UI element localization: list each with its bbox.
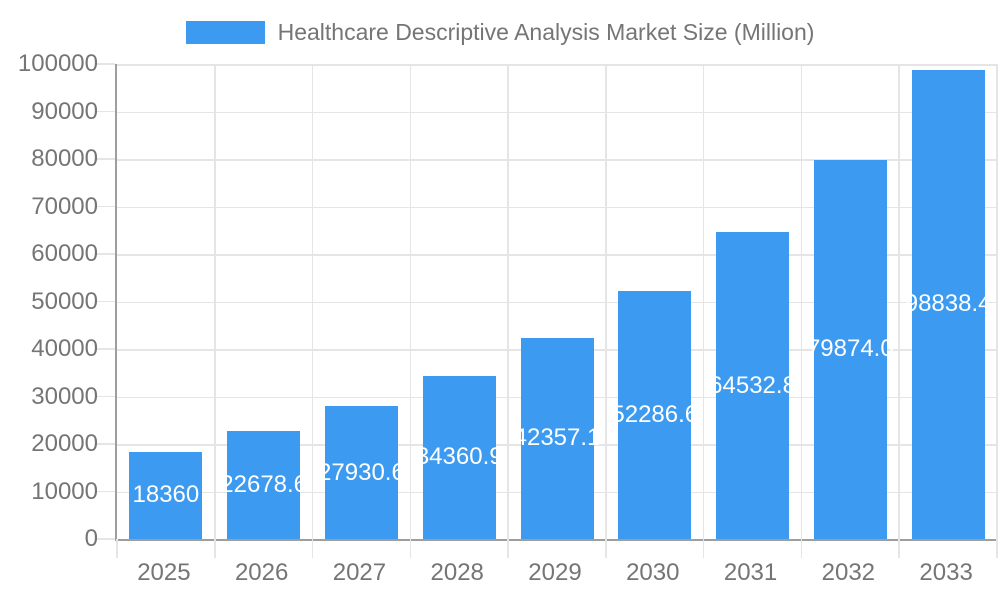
- gridline-horizontal: [117, 301, 997, 303]
- gridline-horizontal: [117, 254, 997, 256]
- y-axis-tick: [96, 300, 115, 303]
- bar-2032[interactable]: 79874.0: [807, 159, 894, 539]
- y-axis-tick: [96, 253, 115, 255]
- y-axis-tick-label: 80000: [31, 145, 98, 172]
- y-axis-tick-label: 30000: [31, 382, 98, 410]
- gridline-vertical: [507, 64, 509, 539]
- y-axis-tick: [96, 158, 115, 160]
- x-axis-tick: [311, 539, 314, 558]
- y-axis-tick: [96, 395, 115, 398]
- x-axis-tick-label: 2033: [919, 559, 973, 586]
- y-axis-tick: [96, 63, 115, 65]
- y-axis-tick: [96, 205, 115, 208]
- bar-2030[interactable]: 52286.6: [611, 290, 698, 539]
- y-axis-tick: [96, 348, 115, 350]
- bar-value-label: 34360.9: [415, 443, 503, 471]
- x-axis-tick-label: 2032: [821, 559, 876, 586]
- gridline-vertical: [605, 64, 607, 539]
- bar-2029[interactable]: 42357.1: [514, 337, 600, 539]
- bar-2025[interactable]: 18360: [129, 451, 203, 539]
- x-axis-tick: [702, 539, 705, 558]
- y-axis-tick-label: 70000: [31, 192, 98, 220]
- x-axis-tick-label: 2029: [528, 559, 582, 586]
- x-axis-tick: [605, 539, 607, 558]
- x-axis-tick-label: 2027: [332, 559, 387, 586]
- x-axis-tick-label: 2031: [723, 559, 778, 586]
- chart-legend[interactable]: Healthcare Descriptive Analysis Market S…: [0, 16, 1000, 48]
- gridline-horizontal: [117, 111, 997, 113]
- bar-value-label: 22678.6: [220, 471, 308, 499]
- legend-swatch[interactable]: [185, 20, 265, 44]
- x-axis-tick-label: 2030: [626, 559, 680, 586]
- gridline-horizontal: [117, 206, 997, 208]
- bar-value-label: 42357.1: [513, 424, 601, 452]
- y-axis-tick-label: 50000: [31, 287, 98, 315]
- bar-2027[interactable]: 27930.6: [318, 406, 405, 539]
- bar-2028[interactable]: 34360.9: [416, 375, 503, 539]
- gridline-vertical: [311, 64, 314, 539]
- x-axis-tick: [116, 539, 118, 558]
- plot-area: 18360 22678.6 27930.6 34360.9 42357.1 52286.6…: [96, 63, 998, 558]
- bar-value-label: 98838.4: [904, 290, 992, 318]
- x-axis-tick: [996, 539, 998, 558]
- gridline-vertical: [214, 64, 216, 539]
- y-axis-tick: [96, 110, 115, 113]
- x-axis-tick: [800, 539, 803, 558]
- x-axis-tick-label: 2028: [430, 559, 484, 586]
- y-axis-tick-label: 0: [84, 525, 98, 552]
- y-axis-tick-label: 40000: [31, 335, 98, 362]
- x-axis-tick-label: 2026: [234, 559, 289, 586]
- y-axis-tick-label: 60000: [31, 240, 98, 267]
- bar-value-label: 64532.8: [709, 371, 796, 399]
- x-axis-tick: [507, 539, 509, 558]
- bar-value-label: 52286.6: [611, 400, 699, 428]
- bar-value-label: 18360: [132, 481, 200, 509]
- y-axis-tick: [96, 490, 115, 493]
- gridline-vertical: [898, 64, 900, 539]
- y-axis-tick-label: 10000: [31, 477, 98, 505]
- x-axis-tick: [214, 539, 216, 558]
- gridline-horizontal: [117, 64, 997, 66]
- gridline-vertical: [409, 64, 412, 539]
- bar-2031[interactable]: 64532.8: [709, 232, 796, 539]
- chart-title: Healthcare Descriptive Analysis Market S…: [277, 18, 815, 45]
- bar-2033[interactable]: 98838.4: [905, 69, 991, 539]
- y-axis-tick-label: 100000: [17, 50, 98, 77]
- x-axis-tick: [898, 539, 900, 558]
- gridline-vertical: [800, 64, 803, 539]
- bar-2026[interactable]: 22678.6: [220, 431, 307, 539]
- bar-value-label: 79874.0: [806, 335, 894, 363]
- gridline-vertical: [702, 64, 705, 539]
- y-axis-tick: [96, 538, 115, 540]
- y-axis-tick-label: 90000: [31, 97, 98, 125]
- x-axis-tick-label: 2025: [137, 559, 191, 586]
- gridline-horizontal: [117, 159, 997, 161]
- x-axis-tick: [409, 539, 412, 558]
- y-axis-tick-label: 20000: [31, 430, 98, 457]
- gridline-vertical: [996, 64, 998, 539]
- bar-value-label: 27930.6: [318, 458, 405, 486]
- y-axis-tick: [96, 443, 115, 445]
